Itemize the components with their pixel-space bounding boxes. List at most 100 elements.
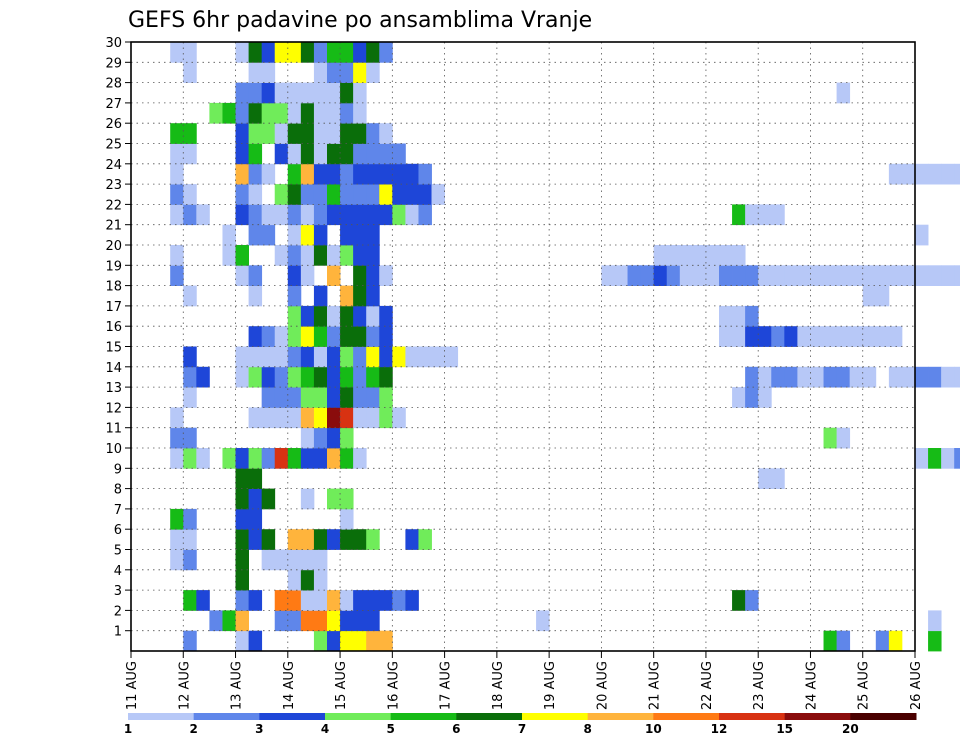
precip-cell xyxy=(353,305,367,327)
y-tick-label: 16 xyxy=(105,320,122,335)
precip-cell xyxy=(418,184,432,205)
precip-cell xyxy=(941,448,955,469)
x-tick-label: 23 AUG xyxy=(752,661,767,710)
precip-cell xyxy=(627,265,641,286)
precip-cell xyxy=(313,427,328,449)
precip-cell xyxy=(928,448,942,469)
y-tick-label: 2 xyxy=(114,604,122,619)
precip-cell xyxy=(340,204,354,226)
precip-cell xyxy=(366,265,380,286)
precip-cell xyxy=(353,366,367,388)
precip-cell xyxy=(235,610,249,632)
precip-cell xyxy=(183,630,197,652)
precip-cell xyxy=(313,590,328,611)
precip-cell xyxy=(313,407,328,429)
precip-cell xyxy=(340,590,354,611)
precip-cell xyxy=(353,224,367,246)
precip-cell xyxy=(248,62,263,83)
precip-cell xyxy=(758,468,772,489)
precip-cell xyxy=(183,448,197,469)
precip-cell xyxy=(248,285,263,307)
precip-cell xyxy=(719,265,733,286)
precip-cell xyxy=(915,265,929,286)
precip-cell xyxy=(209,610,223,632)
precip-cell xyxy=(823,427,837,449)
colorbar-label: 20 xyxy=(842,722,859,736)
precip-cell xyxy=(732,245,746,266)
precip-cell xyxy=(379,387,393,408)
precip-cell xyxy=(327,346,341,368)
precip-cell xyxy=(170,123,184,144)
precip-cell xyxy=(183,590,197,611)
precip-cell xyxy=(353,346,367,368)
precip-cell xyxy=(170,265,184,286)
precip-cell xyxy=(287,407,302,429)
precip-cell xyxy=(287,346,302,368)
precip-cell xyxy=(366,346,380,368)
precip-cell xyxy=(601,265,615,286)
precip-cell xyxy=(327,204,341,226)
precip-cell xyxy=(235,569,249,591)
precip-cell xyxy=(274,346,289,368)
precip-cell xyxy=(327,488,341,510)
precip-cell xyxy=(928,610,942,632)
precip-cell xyxy=(928,366,942,388)
precip-cell xyxy=(313,143,328,165)
y-tick-label: 29 xyxy=(105,56,122,71)
precip-cell xyxy=(274,407,289,429)
precip-cell xyxy=(300,143,315,165)
precip-cell xyxy=(732,590,746,611)
precip-cell xyxy=(875,265,890,286)
precip-cell xyxy=(248,123,263,144)
precip-cell xyxy=(366,224,380,246)
precip-cell xyxy=(810,366,824,388)
y-tick-label: 9 xyxy=(114,462,122,477)
y-tick-label: 19 xyxy=(105,259,122,274)
precip-cell xyxy=(313,366,328,388)
precip-cell xyxy=(261,204,276,226)
precip-cell xyxy=(235,549,249,571)
precip-cell xyxy=(183,549,197,571)
precip-cell xyxy=(313,82,328,104)
precip-cell xyxy=(287,143,302,165)
precip-cell xyxy=(954,366,960,388)
precip-cell xyxy=(732,305,746,327)
precip-cell xyxy=(327,427,341,449)
precip-cell xyxy=(170,42,184,63)
precip-cell xyxy=(340,82,354,104)
precip-cell xyxy=(666,245,681,266)
precip-cell xyxy=(405,204,419,226)
precip-cell xyxy=(862,265,877,286)
precip-cell xyxy=(235,590,249,611)
precip-cell xyxy=(719,245,733,266)
precip-cell xyxy=(235,42,249,63)
precip-cell xyxy=(745,305,759,327)
precip-cell xyxy=(823,366,837,388)
precip-cell xyxy=(340,224,354,246)
precip-cell xyxy=(261,123,276,144)
precip-cell xyxy=(313,448,328,469)
colorbar-swatch xyxy=(522,713,589,720)
precip-cell xyxy=(327,62,341,83)
precip-cell xyxy=(327,305,341,327)
precip-cell xyxy=(836,265,851,286)
precip-cell xyxy=(274,82,289,104)
precip-cell xyxy=(653,265,668,286)
precip-cell xyxy=(405,346,419,368)
precip-cell xyxy=(287,590,302,611)
precip-cell xyxy=(170,184,184,205)
y-tick-label: 12 xyxy=(105,401,122,416)
precip-cell xyxy=(170,508,184,530)
precip-cell xyxy=(287,82,302,104)
precip-cell xyxy=(758,204,772,226)
precip-cell xyxy=(379,407,393,429)
precip-cell xyxy=(300,204,315,226)
precip-cell xyxy=(353,590,367,611)
precip-cell xyxy=(327,610,341,632)
precip-cell xyxy=(405,184,419,205)
precip-cell xyxy=(836,630,851,652)
precip-cell xyxy=(719,326,733,347)
precip-cell xyxy=(353,62,367,83)
precip-cell xyxy=(915,448,929,469)
